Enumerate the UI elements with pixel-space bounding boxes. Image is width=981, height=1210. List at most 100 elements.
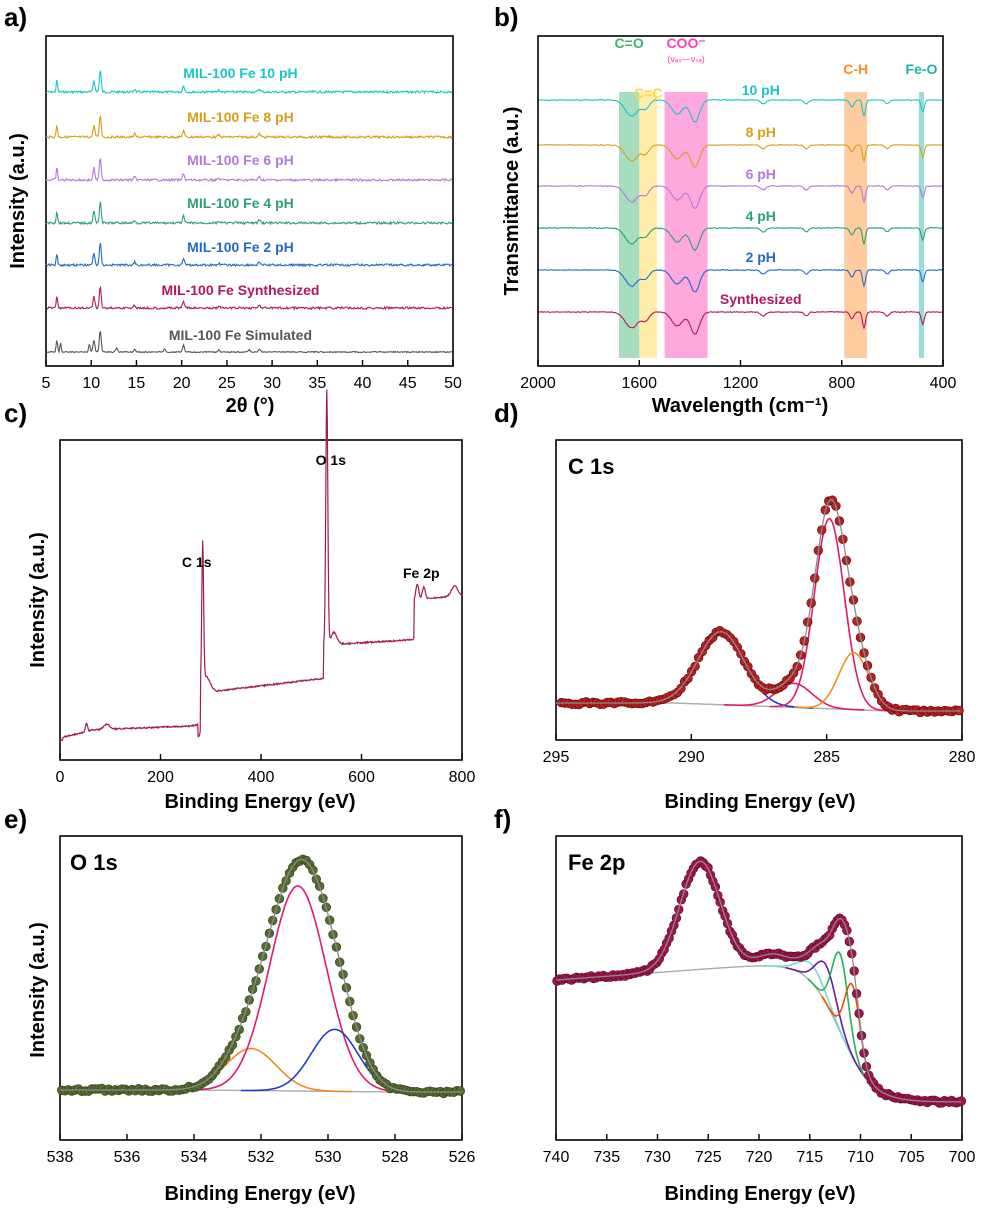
x-tick-label: 400: [248, 769, 275, 786]
panel-d-x-title: Binding Energy (eV): [664, 791, 855, 813]
x-tick-label: 40: [354, 375, 372, 392]
ftir-band: [619, 92, 640, 358]
ftir-band: [639, 92, 657, 358]
fit-component: [240, 1028, 429, 1093]
panel-b-frame: [537, 35, 944, 367]
ftir-band-sublabel: (νₐₛ—νₛₐ): [667, 54, 704, 64]
xrd-series-line: [45, 114, 453, 140]
panel-a-series-labels: MIL-100 Fe 10 pH MIL-100 Fe 8 pH MIL-100 F…: [161, 65, 319, 343]
xrd-series-line: [45, 70, 453, 95]
x-tick-label: 25: [218, 375, 236, 392]
panel-c-curve: [59, 389, 463, 742]
ftir-series-line: [537, 143, 944, 168]
x-tick-label: 526: [449, 1149, 476, 1166]
x-tick-label: 45: [399, 375, 417, 392]
panel-b-ftir: b) C=O C=C COO⁻ (νₐₛ—νₛₐ) C-H Fe-O 10 pH 8 pH 6 …: [494, 2, 956, 417]
x-tick-label: 200: [147, 769, 174, 786]
x-tick-label: 1600: [621, 375, 657, 392]
ftir-band-label: C-H: [843, 61, 868, 77]
xrd-series-label: MIL-100 Fe 10 pH: [183, 65, 297, 81]
xrd-series-line: [45, 242, 453, 268]
ftir-series-label: 10 pH: [742, 82, 780, 98]
panel-c-y-title: Intensity (a.u.): [27, 532, 49, 668]
panel-b-y-title: Transmittance (a.u.): [501, 107, 523, 296]
x-tick-label: 30: [263, 375, 281, 392]
ftir-series-line: [538, 268, 944, 293]
panel-e-x-title: Binding Energy (eV): [164, 1183, 355, 1205]
ftir-band: [844, 92, 868, 358]
x-tick-label: 10: [82, 375, 100, 392]
xrd-series-label: MIL-100 Fe 8 pH: [187, 109, 294, 125]
fit-component: [807, 951, 874, 1086]
x-tick-label: 50: [444, 375, 462, 392]
x-tick-label: 15: [128, 375, 146, 392]
panel-e-plot: [56, 854, 465, 1099]
panel-e-o1s: e) O 1s 538 536 534 532 530 528 526 Binding En…: [4, 804, 475, 1205]
x-tick-label: 800: [449, 769, 476, 786]
panel-d-letter: d): [494, 398, 519, 428]
panel-f-x-title: Binding Energy (eV): [664, 1183, 855, 1205]
panel-a-x-title: 2θ (°): [226, 395, 275, 417]
xrd-series-line: [45, 331, 453, 354]
panel-d-c1s: d) C 1s 295 290 285 280 Binding Energy (eV): [494, 398, 975, 813]
x-tick-label: 1200: [723, 375, 759, 392]
ftir-band: [918, 92, 925, 358]
x-tick-label: 0: [56, 769, 65, 786]
panel-f-plot: [552, 856, 967, 1108]
data-point: [956, 1096, 967, 1106]
fit-background: [555, 965, 961, 1103]
x-tick-label: 725: [695, 1149, 722, 1166]
ftir-band: [664, 92, 708, 358]
fit-component: [763, 960, 862, 1072]
xrd-series-label: MIL-100 Fe 2 pH: [187, 239, 294, 255]
x-tick-label: 800: [828, 375, 855, 392]
x-tick-label: 285: [813, 749, 840, 766]
ftir-series-label: 6 pH: [746, 166, 776, 182]
ftir-series-line: [537, 98, 944, 123]
ftir-series-label: Synthesized: [720, 291, 802, 307]
fit-component: [821, 982, 884, 1094]
panel-c-letter: c): [4, 398, 27, 428]
x-tick-label: 740: [543, 1149, 570, 1166]
x-tick-label: 20: [173, 375, 191, 392]
x-tick-label: 730: [644, 1149, 671, 1166]
panel-f-fe2p: f) Fe 2p 740 735 730 725 720 715 710 705 700 Bin…: [494, 804, 975, 1205]
survey-peak-label: C 1s: [182, 554, 212, 570]
x-tick-label: 35: [308, 375, 326, 392]
ftir-series-label: 2 pH: [746, 249, 776, 265]
data-point: [455, 1086, 465, 1096]
panel-a-y-title: Intensity (a.u.): [7, 133, 29, 269]
panel-a-letter: a): [4, 2, 27, 32]
x-tick-label: 700: [949, 1149, 976, 1166]
panel-c-survey: c) C 1s O 1s Fe 2p 0 200 400 600 800 Binding E…: [4, 389, 476, 813]
xrd-series-label: MIL-100 Fe Simulated: [169, 327, 312, 343]
x-tick-label: 280: [949, 749, 976, 766]
ftir-band-label: C=O: [615, 35, 644, 51]
x-tick-label: 530: [315, 1149, 342, 1166]
x-tick-label: 5: [42, 375, 51, 392]
xrd-series-label: MIL-100 Fe 4 pH: [187, 195, 294, 211]
panel-d-frame: [555, 439, 963, 741]
panel-e-y-title: Intensity (a.u.): [27, 922, 49, 1058]
panel-f-title: Fe 2p: [568, 850, 625, 875]
xrd-series-line: [45, 158, 453, 183]
x-tick-label: 720: [746, 1149, 773, 1166]
x-tick-label: 2000: [520, 375, 556, 392]
panel-a-curves: [45, 70, 453, 354]
panel-e-letter: e): [4, 804, 27, 834]
fit-component: [184, 885, 412, 1093]
xrd-series-label: MIL-100 Fe 6 pH: [187, 152, 294, 168]
panel-b-bands: [619, 92, 925, 358]
xrd-series-line: [45, 201, 453, 226]
panel-c-x-ticks: 0 200 400 600 800: [56, 754, 476, 786]
survey-peak-label: Fe 2p: [403, 565, 440, 581]
fit-envelope: [60, 858, 462, 1093]
panel-e-x-ticks: 538 536 534 532 530 528 526: [47, 1134, 476, 1166]
fit-component: [769, 517, 889, 712]
ftir-series-label: 8 pH: [746, 124, 776, 140]
ftir-series-line: [537, 184, 944, 210]
panel-a-x-ticks: 5 10 15 20 25 30 35 40 45 50: [42, 360, 462, 392]
x-tick-label: 538: [47, 1149, 74, 1166]
